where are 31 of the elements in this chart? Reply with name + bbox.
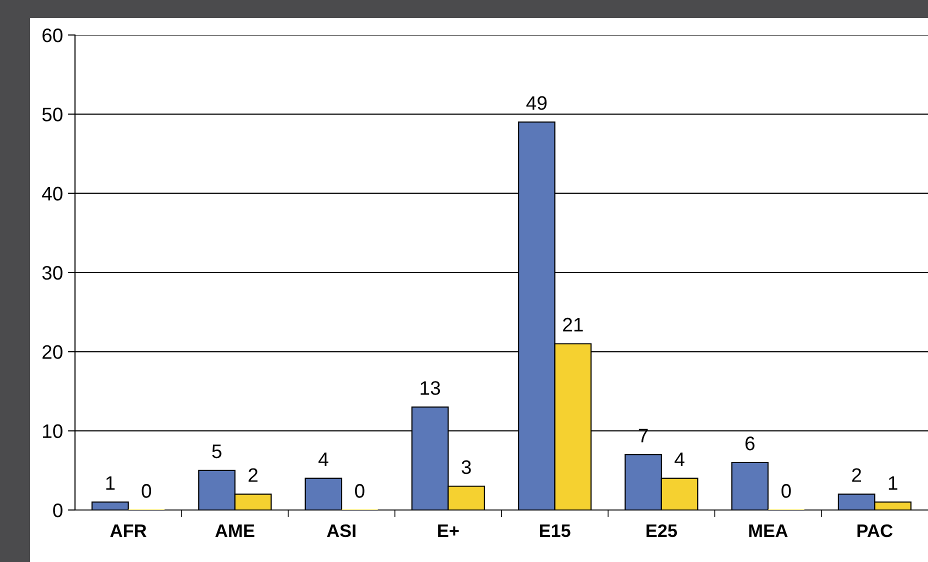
x-tick-label: MEA [749, 524, 788, 537]
data-label: 4 [318, 452, 328, 466]
x-tick-label: AFR [110, 524, 146, 537]
x-tick-label: E15 [540, 524, 570, 538]
x-tick-label: E+ [438, 524, 459, 537]
data-label: 1 [106, 476, 115, 490]
data-label: 0 [142, 484, 152, 498]
y-tick-label: 30 [42, 266, 62, 280]
data-label: 3 [462, 460, 471, 474]
y-tick-label: 0 [53, 503, 62, 518]
data-label: 1 [888, 476, 898, 490]
data-label: 6 [746, 436, 754, 450]
x-tick-label: ASI [326, 524, 356, 538]
data-label: 5 [212, 444, 222, 458]
data-label: 0 [355, 484, 364, 498]
data-label: 7 [638, 428, 648, 442]
y-tick-label: 10 [43, 424, 62, 438]
x-tick-label: PAC [858, 524, 893, 538]
data-label: 4 [674, 452, 684, 466]
x-tick-label: E25 [646, 524, 677, 538]
data-label: 21 [563, 318, 583, 332]
x-tick-label: AME [215, 524, 254, 537]
y-tick-label: 40 [42, 186, 62, 201]
data-label: 49 [526, 96, 547, 110]
y-tick-label: 20 [42, 345, 62, 359]
data-label: 13 [420, 381, 440, 395]
data-label: 2 [852, 468, 861, 482]
data-label: 2 [248, 468, 258, 482]
y-tick-label: 60 [42, 28, 62, 42]
data-label: 0 [782, 484, 791, 498]
y-tick-label: 50 [42, 108, 62, 122]
